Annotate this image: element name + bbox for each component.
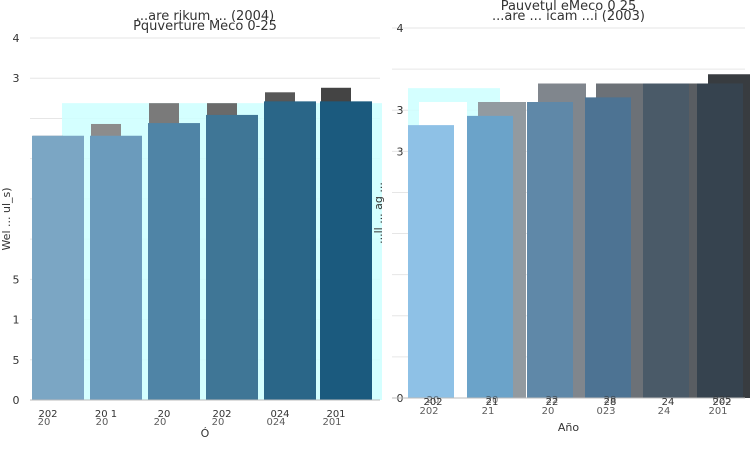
panel2-front-bar: [467, 115, 513, 398]
panel2-x-tick-label-row2: 20: [542, 406, 555, 417]
panel1-y-tick-label: 3: [13, 72, 20, 85]
panel2-x-axis-label: Año: [558, 421, 579, 434]
panel2-x-tick-label-row2: 023: [596, 406, 615, 417]
panel2-y-tick-label: 3: [397, 145, 404, 158]
panel2-front-bar: [643, 83, 689, 398]
panel1-x-tick-label-row2: 20: [38, 417, 51, 428]
panel2-x-tick-label-row0: 025: [712, 395, 731, 406]
panel2-x-tick-label-row2: 21: [482, 406, 495, 417]
panel2-x-tick-label: 202: [423, 397, 442, 408]
panel1-x-tick-label-row2: 20: [154, 417, 167, 428]
panel2-x-tick-label-row0: 22: [546, 395, 559, 406]
panel1-y-tick-label: 5: [13, 273, 20, 286]
panel1-title: ...are rikum ... (2004): [136, 9, 274, 24]
panel1-x-tick-label: 201: [326, 409, 345, 420]
panel2-x-tick-label: 22: [546, 397, 559, 408]
panel1-x-tick-label-row2: 20: [212, 417, 225, 428]
panel1-x-tick-label-row2: 201: [322, 417, 341, 428]
panel1-subtitle: Pquverture Meco 0-25: [133, 19, 277, 34]
panel2-front-bar: [585, 97, 631, 398]
panel2-subtitle: ...are ... icam ...i (2003): [492, 9, 645, 24]
panel1-x-tick-label: 202: [212, 409, 231, 420]
panel2-x-tick-label: 24: [662, 397, 675, 408]
panel1-x-tick-label: 20: [158, 409, 171, 420]
panel1-y-axis-label: Wel ... ul_s): [0, 187, 13, 250]
panel1-y-tick-label: 0: [13, 394, 20, 407]
panel2-x-tick-label-row0: 20: [486, 395, 499, 406]
panel2-y-axis-label: ...ll ... ag ...: [372, 182, 385, 244]
panel1-y-tick-label: 5: [13, 354, 20, 367]
panel2-x-tick-label: 28: [604, 397, 617, 408]
panel2-front-bar: [527, 102, 573, 398]
panel1-x-axis-label: Ó: [201, 427, 210, 440]
panel2-y-tick-label: 3: [397, 104, 404, 117]
panel1-x-tick-label-row2: 20: [96, 417, 109, 428]
panel1-x-tick-label: 20 1: [95, 409, 117, 420]
panel2-front-bar: [697, 83, 743, 398]
panel2-front-bar: [408, 125, 454, 398]
panel1-front-bar: [32, 135, 84, 401]
panel1-y-tick-label: 4: [13, 32, 20, 45]
panel2-title: Pauvetul eMeco 0 25: [501, 0, 637, 14]
panel2-x-tick-label-row0: 28: [604, 395, 617, 406]
panel1-front-bar: [264, 101, 316, 400]
panel1-front-bar: [206, 114, 258, 401]
panel1-x-tick-label: 202: [38, 409, 57, 420]
panel1-x-tick-label: 024: [270, 409, 289, 420]
panel2-x-tick-label-row2: 201: [708, 406, 727, 417]
panel2-x-tick-label: 21: [486, 397, 499, 408]
panel2-x-tick-label-row2: 202: [419, 406, 438, 417]
panel1-front-bar: [148, 123, 200, 400]
panel1-front-bar: [90, 135, 142, 401]
panel2-x-tick-label: 202: [712, 397, 731, 408]
panel1-y-tick-label: 1: [13, 314, 20, 327]
panel2-y-tick-label: 4: [397, 22, 404, 35]
panel1-x-tick-label-row2: 024: [266, 417, 285, 428]
panel2-x-tick-label-row0: 20: [427, 395, 440, 406]
panel1-front-bar: [320, 101, 372, 400]
panel2-x-tick-label-row2: 24: [658, 406, 671, 417]
